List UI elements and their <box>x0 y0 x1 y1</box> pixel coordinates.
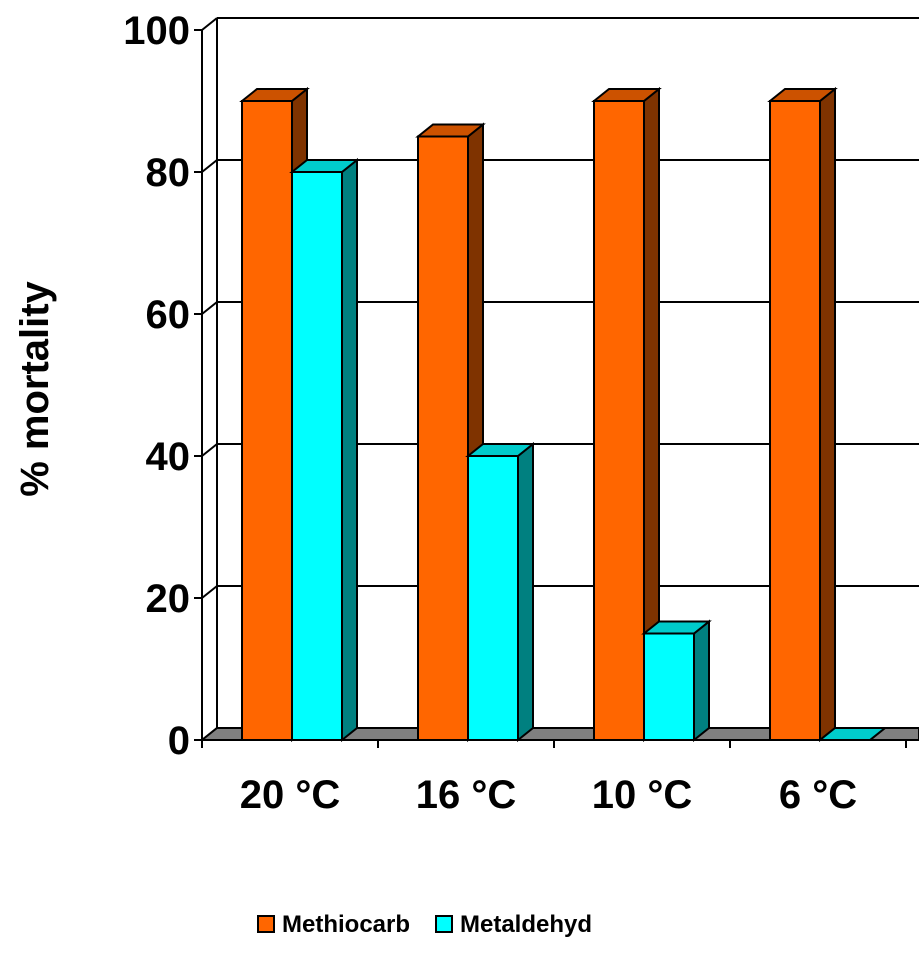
y-axis-title: % mortality <box>13 280 57 496</box>
bar-front <box>593 100 645 741</box>
bar-metaldehyd <box>289 157 360 743</box>
y-tick-label: 20 <box>146 577 191 621</box>
axes: 0 20 40 60 80 100 <box>123 9 919 763</box>
bar-methiocarb <box>415 122 486 743</box>
bar-top <box>817 727 888 741</box>
bar-methiocarb <box>591 86 662 743</box>
gridline-depth <box>201 159 218 173</box>
gridline-depth <box>201 17 218 31</box>
x-tick-label: 16 °C <box>416 773 517 817</box>
legend-swatch <box>435 915 453 933</box>
gridline-depth <box>201 585 218 599</box>
bar-side <box>341 157 358 743</box>
bar-front <box>467 455 519 741</box>
gridline-depth <box>201 301 218 315</box>
bar-side <box>693 619 710 743</box>
bar-methiocarb <box>767 86 838 743</box>
x-tick-label: 20 °C <box>240 773 341 817</box>
bar-front <box>417 135 469 741</box>
bar-front <box>241 100 293 741</box>
x-tick-label: 6 °C <box>779 773 857 817</box>
x-tick-label: 10 °C <box>592 773 693 817</box>
bar-front <box>643 632 695 741</box>
bars <box>239 86 888 743</box>
legend-item: Metaldehyd <box>435 911 592 938</box>
bar-metaldehyd <box>465 441 536 743</box>
bar-side <box>819 86 836 743</box>
bar-front <box>769 100 821 741</box>
labels: % mortality 20 °C 16 °C 10 °C 6 °C <box>13 280 857 817</box>
legend-swatch <box>257 915 275 933</box>
legend-label: Methiocarb <box>282 911 410 938</box>
bar-front <box>291 171 343 741</box>
bar-metaldehyd <box>817 727 888 741</box>
bar-side <box>517 441 534 743</box>
gridline-depth <box>201 443 218 457</box>
y-tick-label: 100 <box>123 9 190 53</box>
y-tick-label: 40 <box>146 435 191 479</box>
legend-item: Methiocarb <box>257 911 410 938</box>
bar-metaldehyd <box>641 619 712 743</box>
legend: Methiocarb Metaldehyd <box>257 911 592 938</box>
legend-label: Metaldehyd <box>460 911 592 938</box>
y-tick-label: 60 <box>146 293 191 337</box>
y-tick-label: 0 <box>168 719 190 763</box>
y-tick-label: 80 <box>146 151 191 195</box>
